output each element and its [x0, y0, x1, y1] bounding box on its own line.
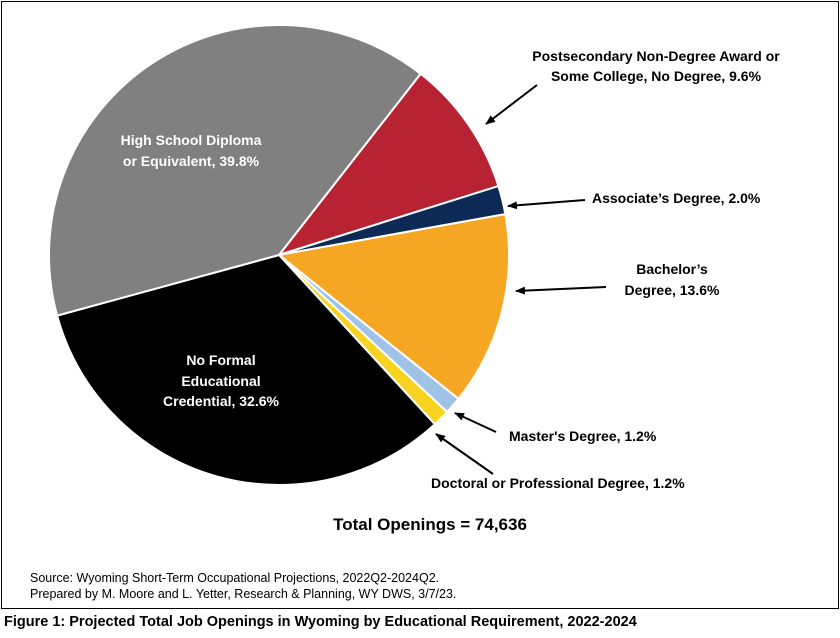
pie-chart: No Formal Educational Credential, 32.6% Hig…	[48, 24, 780, 491]
prepared-by-line: Prepared by M. Moore and L. Yetter, Rese…	[30, 587, 457, 601]
slice-label: Educational	[181, 373, 260, 389]
callout-arrow	[435, 433, 494, 475]
callout-label: Some College, No Degree, 9.6%	[551, 68, 762, 84]
slice-label: High School Diploma	[121, 132, 262, 148]
callout-label: Degree, 13.6%	[625, 282, 720, 298]
callout-label: Associate’s Degree, 2.0%	[592, 190, 761, 206]
callout-label: Bachelor’s	[636, 261, 708, 277]
pie-slice	[276, 72, 500, 257]
pie-slice	[48, 24, 423, 317]
callout-label: Postsecondary Non-Degree Award or	[532, 48, 780, 64]
pie-slice	[55, 253, 437, 486]
total-openings-label: Total Openings = 74,636	[333, 515, 527, 534]
callout-arrow	[454, 412, 497, 433]
callout-arrow	[507, 199, 586, 210]
slice-labels: No Formal Educational Credential, 32.6% Hig…	[121, 132, 280, 409]
figure-caption: Figure 1: Projected Total Job Openings i…	[4, 614, 637, 630]
callout-labels: Postsecondary Non-Degree Award or Some Co…	[431, 48, 780, 491]
slice-label: No Formal	[186, 352, 255, 368]
source-line: Source: Wyoming Short-Term Occupational …	[30, 571, 440, 585]
pie-slices	[48, 24, 510, 486]
callout-label: Doctoral or Professional Degree, 1.2%	[431, 475, 685, 491]
callout-arrow	[485, 84, 538, 125]
callout-label: Master's Degree, 1.2%	[509, 428, 657, 444]
callout-arrow	[515, 286, 607, 295]
slice-label: or Equivalent, 39.8%	[123, 153, 260, 169]
slice-label: Credential, 32.6%	[163, 393, 279, 409]
pie-slice	[276, 212, 510, 401]
